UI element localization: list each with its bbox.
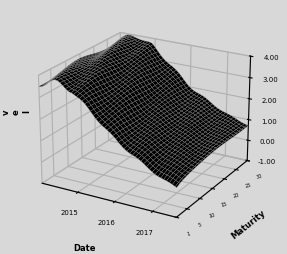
Text: L
e
v
e
l: L e v e l [0, 108, 31, 114]
X-axis label: Date: Date [73, 243, 95, 252]
Y-axis label: Maturity: Maturity [230, 207, 267, 240]
